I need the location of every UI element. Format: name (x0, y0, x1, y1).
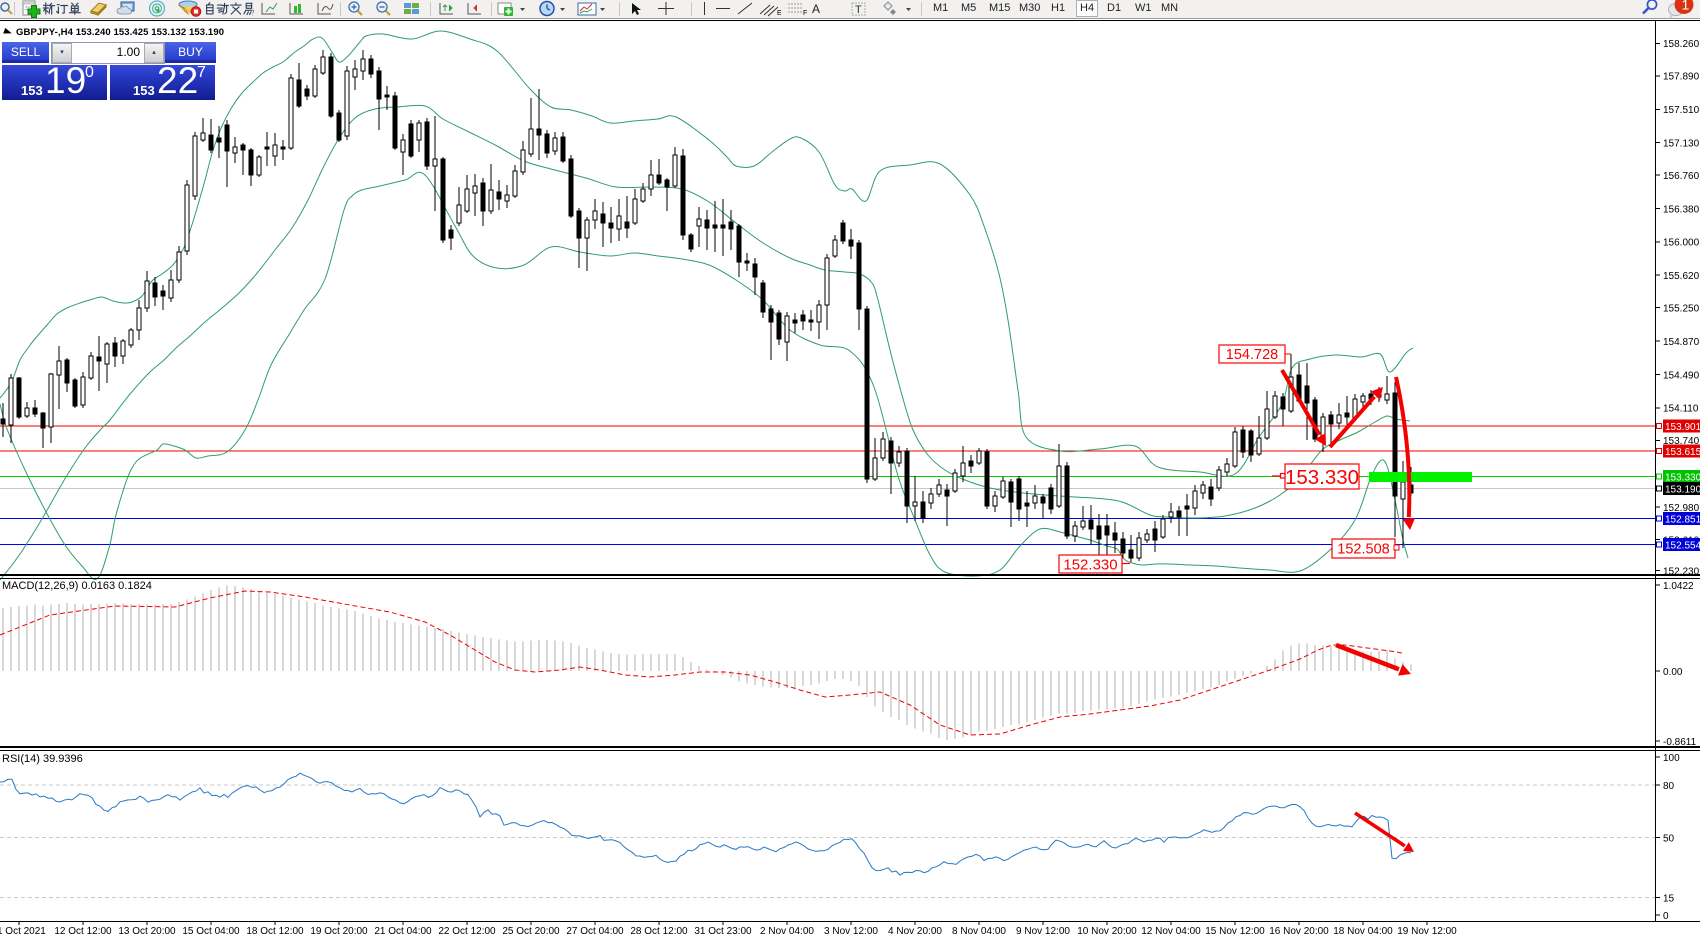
svg-text:153.615: 153.615 (1665, 447, 1700, 458)
svg-text:21 Oct 04:00: 21 Oct 04:00 (374, 926, 432, 937)
svg-text:9 Nov 12:00: 9 Nov 12:00 (1016, 926, 1070, 937)
svg-text:12 Nov 04:00: 12 Nov 04:00 (1141, 926, 1201, 937)
svg-text:10 Nov 20:00: 10 Nov 20:00 (1077, 926, 1137, 937)
svg-text:0.00: 0.00 (1663, 667, 1683, 678)
svg-text:156.760: 156.760 (1663, 171, 1700, 182)
svg-text:157.510: 157.510 (1663, 105, 1700, 116)
svg-text:153.901: 153.901 (1665, 422, 1700, 433)
svg-text:8 Nov 04:00: 8 Nov 04:00 (952, 926, 1006, 937)
svg-text:156.000: 156.000 (1663, 238, 1700, 249)
svg-text:153.740: 153.740 (1663, 436, 1700, 447)
svg-text:1.0422: 1.0422 (1663, 581, 1694, 592)
svg-text:MACD(12,26,9) 0.0163 0.1824: MACD(12,26,9) 0.0163 0.1824 (2, 580, 152, 592)
svg-text:18 Nov 04:00: 18 Nov 04:00 (1333, 926, 1393, 937)
svg-text:E: E (777, 10, 782, 17)
svg-text:152.330: 152.330 (1063, 556, 1117, 573)
svg-text:152.554: 152.554 (1665, 540, 1700, 551)
svg-text:158.260: 158.260 (1663, 39, 1700, 50)
svg-text:154.728: 154.728 (1226, 347, 1278, 363)
svg-text:152.851: 152.851 (1665, 514, 1700, 525)
svg-text:1: 1 (1682, 0, 1690, 13)
svg-text:F: F (803, 10, 807, 17)
svg-text:15: 15 (1663, 893, 1675, 904)
svg-text:4 Nov 20:00: 4 Nov 20:00 (888, 926, 942, 937)
svg-text:153.330: 153.330 (1285, 466, 1359, 489)
svg-text:80: 80 (1663, 781, 1675, 792)
svg-text:18 Oct 12:00: 18 Oct 12:00 (246, 926, 304, 937)
svg-text:-0.8611: -0.8611 (1663, 737, 1697, 748)
svg-text:12 Oct 12:00: 12 Oct 12:00 (54, 926, 112, 937)
svg-text:T: T (855, 4, 862, 16)
svg-text:155.250: 155.250 (1663, 304, 1700, 315)
svg-text:0: 0 (1663, 911, 1669, 922)
svg-text:100: 100 (1663, 753, 1680, 764)
svg-text:155.620: 155.620 (1663, 271, 1700, 282)
svg-text:28 Oct 12:00: 28 Oct 12:00 (630, 926, 688, 937)
svg-text:25 Oct 20:00: 25 Oct 20:00 (502, 926, 560, 937)
svg-text:154.490: 154.490 (1663, 370, 1700, 381)
svg-text:153.330: 153.330 (1665, 472, 1700, 483)
svg-text:50: 50 (1663, 833, 1675, 844)
svg-text:154.110: 154.110 (1663, 404, 1699, 415)
svg-text:15 Nov 12:00: 15 Nov 12:00 (1205, 926, 1265, 937)
svg-text:16 Nov 20:00: 16 Nov 20:00 (1269, 926, 1329, 937)
svg-text:152.230: 152.230 (1663, 566, 1700, 577)
svg-text:11 Oct 2021: 11 Oct 2021 (0, 926, 46, 937)
svg-text:31 Oct 23:00: 31 Oct 23:00 (694, 926, 752, 937)
svg-text:157.130: 157.130 (1663, 138, 1700, 149)
svg-text:27 Oct 04:00: 27 Oct 04:00 (566, 926, 624, 937)
svg-text:13 Oct 20:00: 13 Oct 20:00 (118, 926, 176, 937)
svg-text:152.980: 152.980 (1663, 503, 1700, 514)
svg-text:RSI(14) 39.9396: RSI(14) 39.9396 (2, 753, 83, 765)
svg-text:19 Oct 20:00: 19 Oct 20:00 (310, 926, 368, 937)
svg-text:3 Nov 12:00: 3 Nov 12:00 (824, 926, 878, 937)
svg-text:156.380: 156.380 (1663, 204, 1700, 215)
svg-text:22 Oct 12:00: 22 Oct 12:00 (438, 926, 496, 937)
svg-text:19 Nov 12:00: 19 Nov 12:00 (1397, 926, 1457, 937)
svg-text:152.508: 152.508 (1337, 542, 1389, 558)
svg-text:154.870: 154.870 (1663, 337, 1700, 348)
svg-text:157.890: 157.890 (1663, 72, 1700, 83)
svg-text:2 Nov 04:00: 2 Nov 04:00 (760, 926, 814, 937)
svg-text:153.190: 153.190 (1665, 484, 1700, 495)
svg-text:15 Oct 04:00: 15 Oct 04:00 (182, 926, 240, 937)
svg-text:A: A (812, 2, 820, 16)
